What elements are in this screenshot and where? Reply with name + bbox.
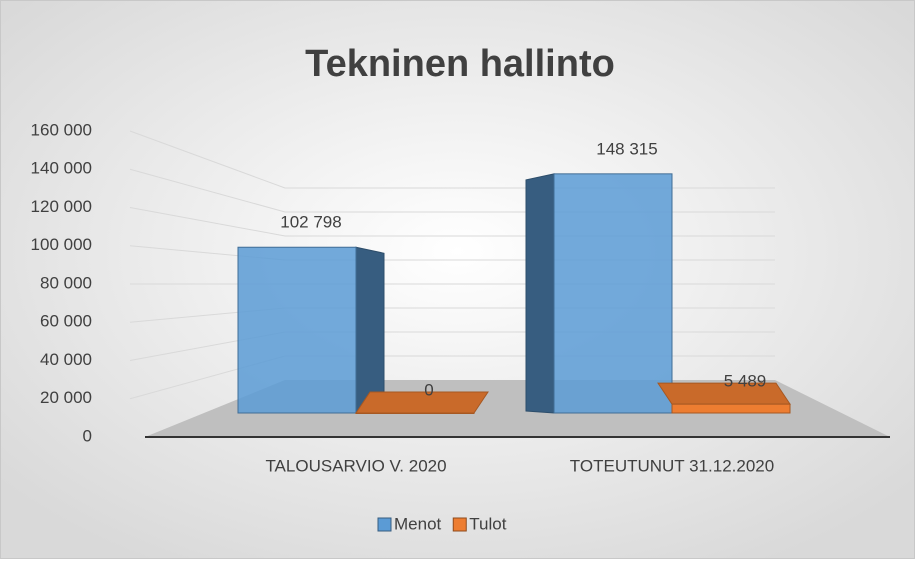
y-tick-label: 0 xyxy=(83,426,92,445)
y-tick-label: 100 000 xyxy=(31,235,92,254)
y-tick-label: 120 000 xyxy=(31,197,92,216)
legend-label: Tulot xyxy=(469,514,506,533)
x-tick-label: TOTEUTUNUT 31.12.2020 xyxy=(570,456,774,475)
bar xyxy=(553,173,673,414)
y-tick-label: 80 000 xyxy=(40,273,92,292)
bar-side xyxy=(355,246,385,414)
y-tick-label: 20 000 xyxy=(40,388,92,407)
y-tick-label: 160 000 xyxy=(31,120,92,139)
legend-label: Menot xyxy=(394,514,442,533)
data-label: 0 xyxy=(424,380,433,399)
bar xyxy=(671,403,791,414)
legend-swatch xyxy=(452,517,467,532)
y-tick-label: 140 000 xyxy=(31,159,92,178)
x-tick-label: TALOUSARVIO V. 2020 xyxy=(265,456,446,475)
bar xyxy=(355,412,475,414)
legend-swatch xyxy=(377,517,392,532)
bar-top xyxy=(355,391,489,414)
data-label: 148 315 xyxy=(596,139,657,158)
data-label: 5 489 xyxy=(724,372,767,391)
bar-side xyxy=(525,173,555,414)
bar xyxy=(237,246,357,414)
y-tick-label: 60 000 xyxy=(40,312,92,331)
chart-title: Tekninen hallinto xyxy=(305,43,615,85)
y-tick-label: 40 000 xyxy=(40,350,92,369)
data-label: 102 798 xyxy=(280,213,341,232)
